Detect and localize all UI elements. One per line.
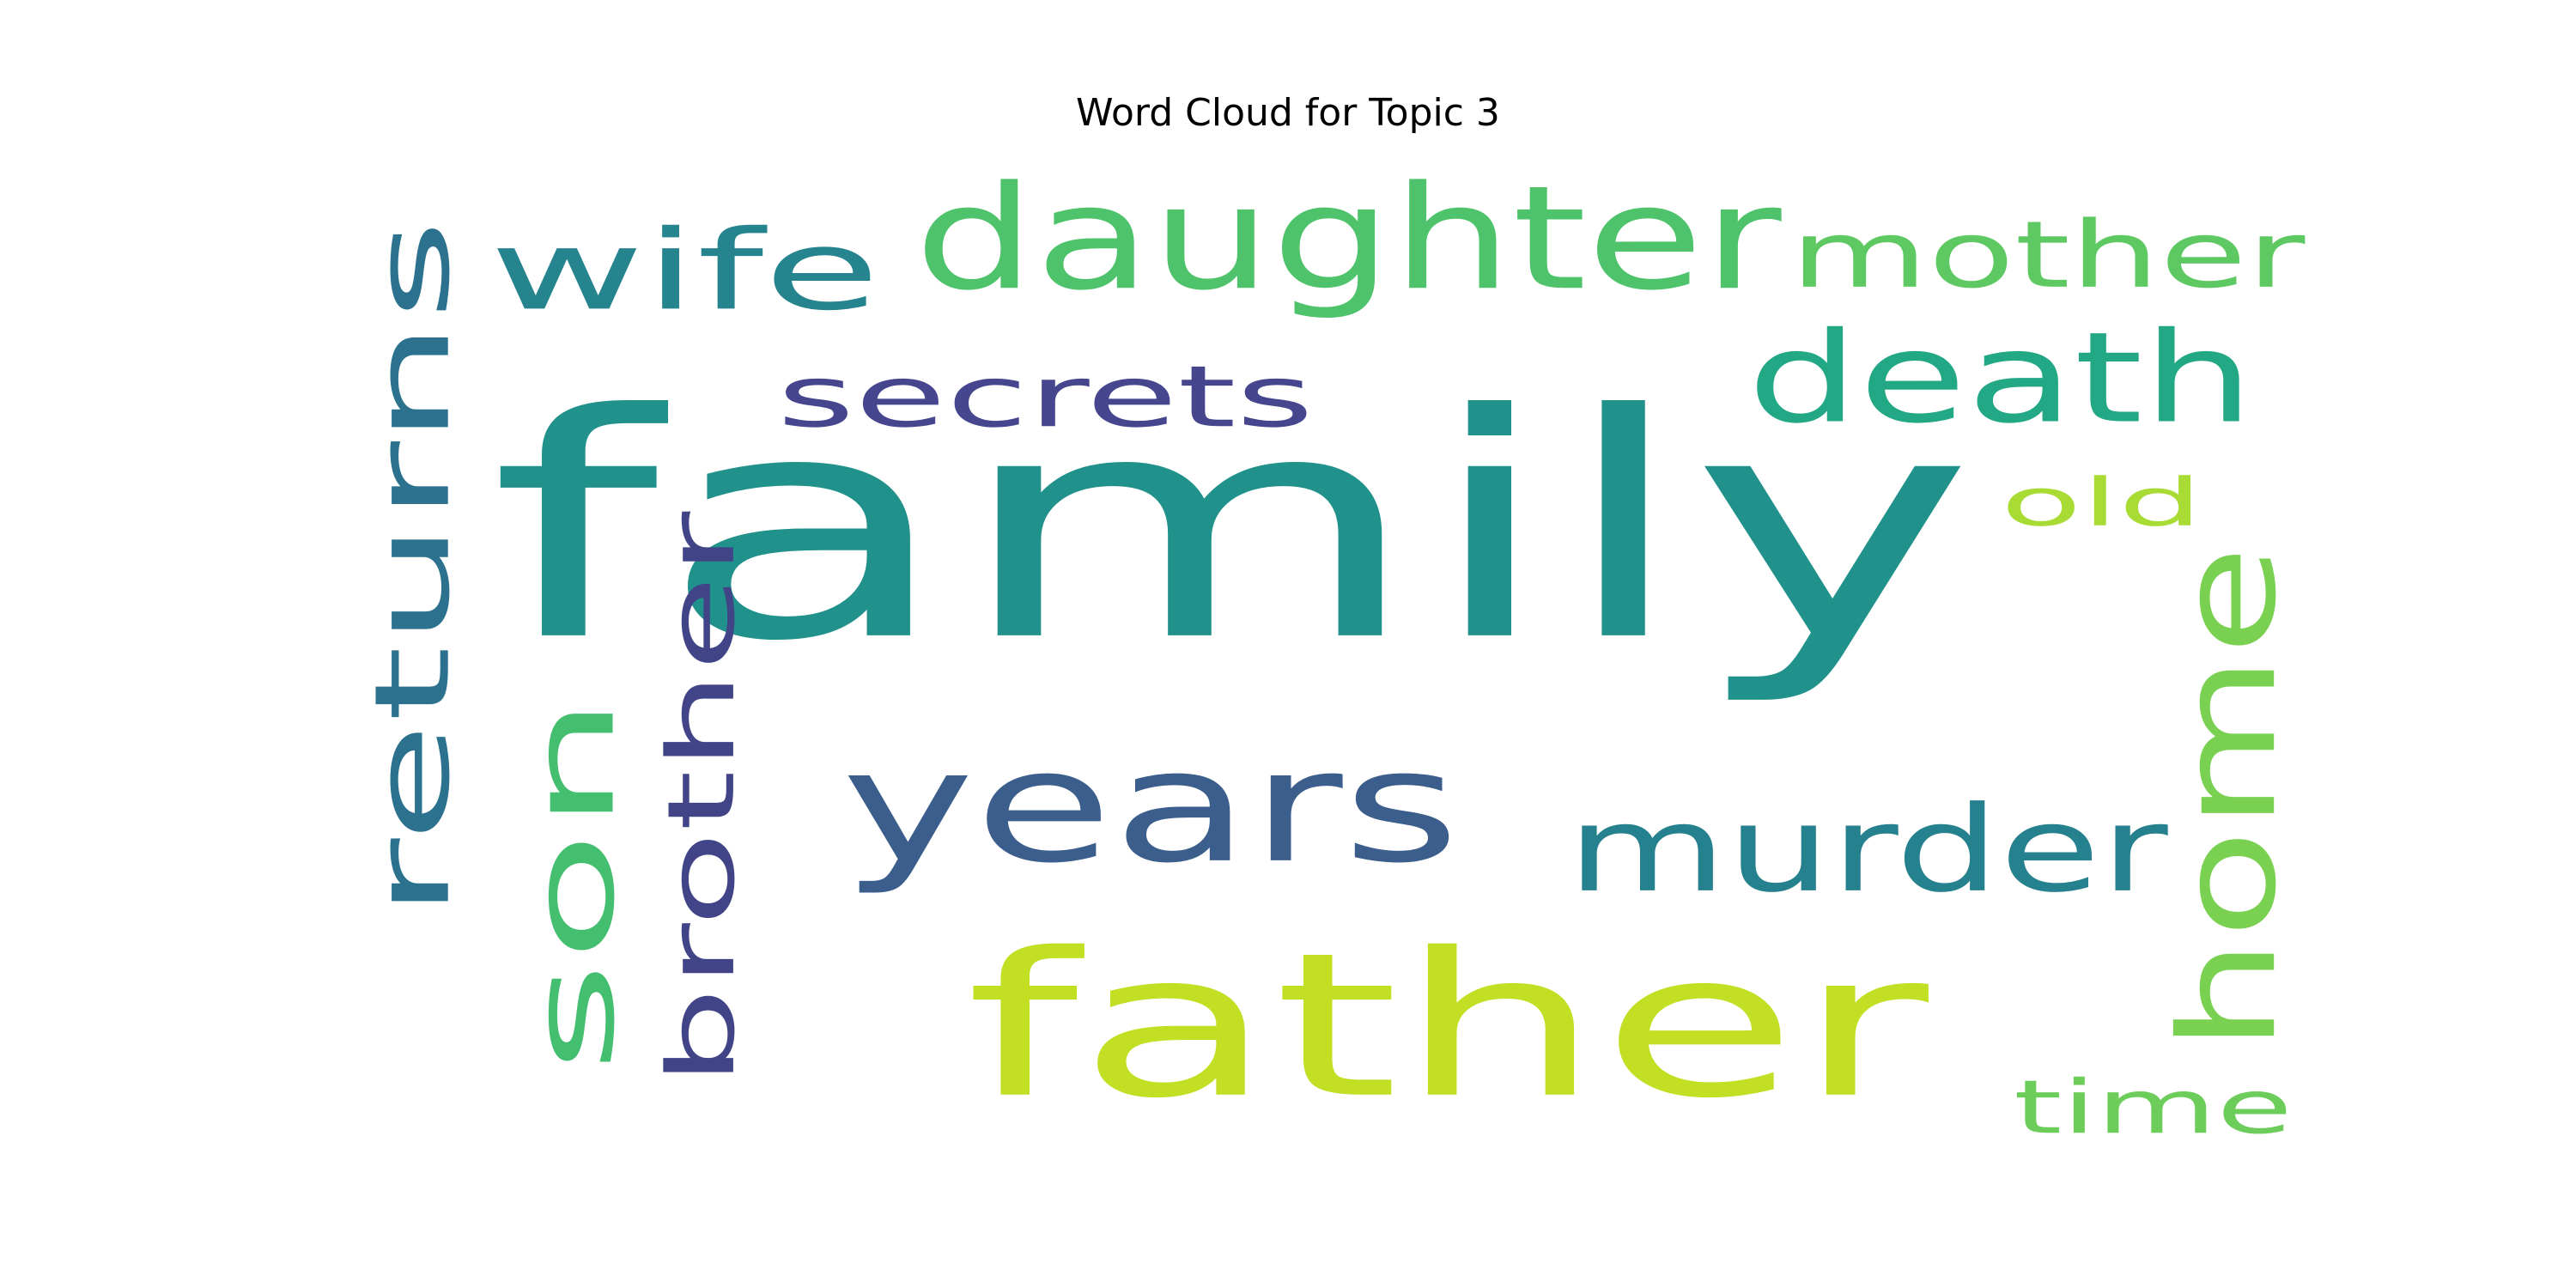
- word-time: time: [2014, 1064, 2293, 1150]
- word-daughter: daughter: [914, 155, 1782, 322]
- chart-title: Word Cloud for Topic 3: [1076, 91, 1500, 135]
- word-family: family: [489, 349, 1975, 708]
- word-wife: wife: [489, 206, 880, 335]
- word-brother: brother: [648, 511, 756, 1086]
- word-secrets: secrets: [777, 348, 1314, 447]
- word-home: home: [2152, 545, 2306, 1052]
- word-death: death: [1747, 305, 2254, 451]
- word-father: father: [966, 911, 1932, 1143]
- word-son: son: [507, 696, 641, 1073]
- word-old: old: [2001, 464, 2202, 541]
- word-returns: returns: [352, 219, 472, 919]
- word-years: years: [841, 717, 1460, 898]
- word-murder: murder: [1567, 781, 2168, 919]
- word-mother: mother: [1790, 201, 2306, 308]
